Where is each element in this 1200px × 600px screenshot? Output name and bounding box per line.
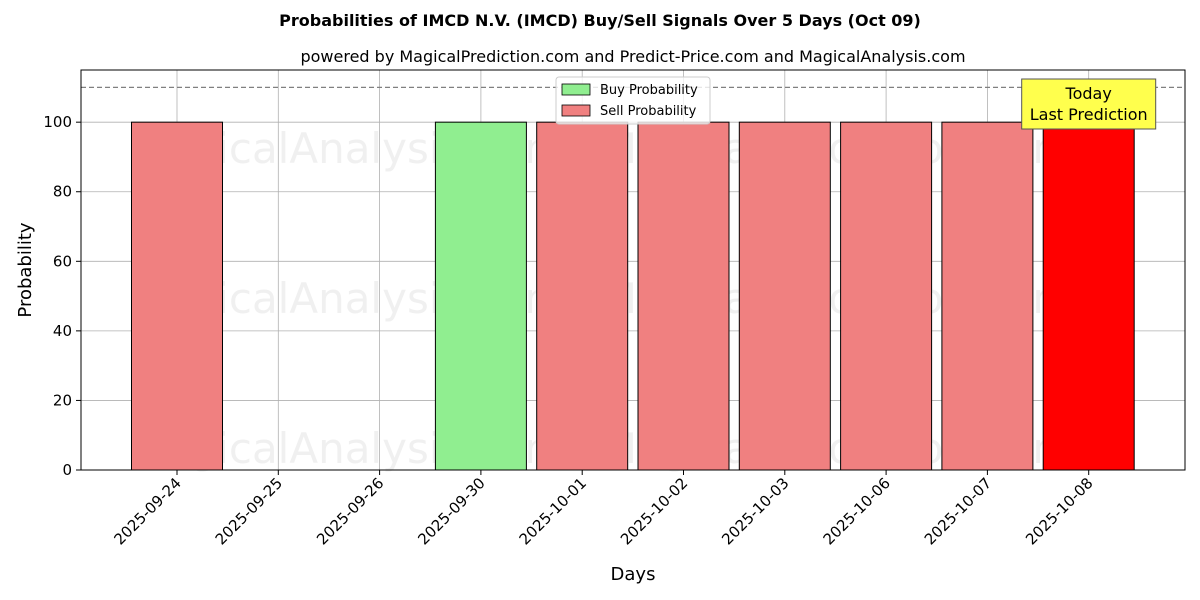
x-tick-label: 2025-10-03 (718, 474, 792, 548)
y-tick-label: 60 (53, 252, 72, 270)
annotation-line-today: Today (1065, 84, 1112, 103)
x-tick-label: 2025-10-07 (921, 474, 995, 548)
x-axis-ticks: 2025-09-24 2025-09-25 2025-09-26 2025-09-30… (110, 470, 1097, 548)
y-tick-label: 40 (53, 322, 72, 340)
x-tick-label: 2025-10-06 (820, 474, 894, 548)
plot-frame (80, 69, 1186, 471)
chart-title: Probabilities of IMCD N.V. (IMCD) Buy/Se… (279, 11, 921, 30)
x-tick-label: 2025-10-01 (516, 474, 590, 548)
legend-box (555, 76, 711, 125)
bar-buy-2025-09-30 (434, 121, 527, 471)
bar-sell-2025-10-01 (536, 121, 629, 471)
bars-layer (131, 121, 1135, 471)
bar-sell-2025-10-07 (941, 121, 1034, 471)
y-tick-label: 0 (62, 461, 72, 479)
y-axis-ticks: 0 20 40 60 80 100 (43, 113, 81, 479)
legend: Buy Probability Sell Probability (555, 76, 711, 125)
bar-sell-2025-10-03 (738, 121, 831, 471)
bar-sell-2025-09-24 (131, 121, 223, 471)
x-tick-label: 2025-09-25 (212, 474, 286, 548)
y-axis-label: Probability (15, 222, 36, 317)
bar-sell-2025-10-08 (1042, 121, 1135, 471)
annotation-line-last-prediction: Last Prediction (1030, 105, 1148, 124)
annotation-box (1021, 78, 1157, 130)
chart-subtitle: powered by MagicalPrediction.com and Pre… (300, 47, 965, 66)
y-tick-label: 100 (43, 113, 72, 131)
legend-label-buy: Buy Probability (600, 83, 698, 98)
legend-label-sell: Sell Probability (600, 104, 697, 119)
legend-swatch-buy (561, 83, 591, 96)
y-tick-label: 20 (53, 391, 72, 409)
x-tick-label: 2025-09-30 (414, 474, 488, 548)
x-tick-label: 2025-10-02 (617, 474, 691, 548)
bar-sell-2025-10-02 (637, 121, 730, 471)
y-tick-label: 80 (53, 183, 72, 201)
bar-sell-2025-10-06 (840, 121, 933, 471)
x-tick-label: 2025-09-26 (313, 474, 387, 548)
legend-swatch-sell (561, 104, 591, 117)
today-annotation: Today Last Prediction (1021, 78, 1157, 130)
x-axis-label: Days (611, 564, 656, 585)
x-tick-label: 2025-09-24 (110, 474, 184, 548)
x-tick-label: 2025-10-08 (1022, 474, 1096, 548)
